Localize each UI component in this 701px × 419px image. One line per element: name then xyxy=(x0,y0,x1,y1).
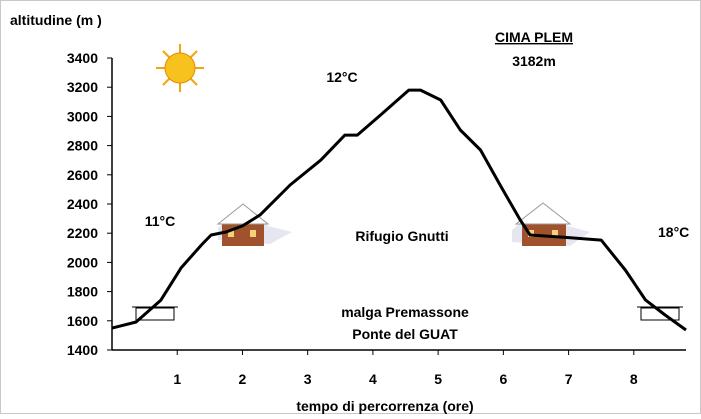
y-tick-label: 2800 xyxy=(67,138,98,154)
annotation: Rifugio Gnutti xyxy=(355,228,448,244)
page: {"chart_data": {"type": "line", "title":… xyxy=(0,0,701,414)
annotation: Ponte del GUAT xyxy=(352,326,458,342)
x-tick-label: 7 xyxy=(565,371,573,387)
y-tick-label: 1400 xyxy=(67,342,98,358)
y-tick-label: 2400 xyxy=(67,196,98,212)
x-tick-label: 6 xyxy=(499,371,507,387)
x-tick-label: 3 xyxy=(304,371,312,387)
annotation: 18°C xyxy=(658,224,689,240)
chart: altitudine (m ) CIMA PLEM 3182m tempo di… xyxy=(0,0,701,414)
x-tick-label: 2 xyxy=(239,371,247,387)
chart-title: CIMA PLEM xyxy=(495,29,573,45)
y-tick-label: 1600 xyxy=(67,313,98,329)
y-tick-label: 3400 xyxy=(67,50,98,66)
frame xyxy=(1,1,701,414)
x-tick-label: 4 xyxy=(369,371,377,387)
y-tick-label: 2200 xyxy=(67,225,98,241)
y-tick-label: 2000 xyxy=(67,254,98,270)
x-tick-label: 1 xyxy=(173,371,181,387)
y-tick-label: 1800 xyxy=(67,284,98,300)
x-tick-label: 8 xyxy=(630,371,638,387)
x-axis-label: tempo di percorrenza (ore) xyxy=(296,398,473,414)
y-tick-label: 3000 xyxy=(67,108,98,124)
annotation: 11°C xyxy=(145,213,176,229)
annotation: 12°C xyxy=(326,69,357,85)
x-tick-label: 5 xyxy=(434,371,442,387)
chart-subtitle: 3182m xyxy=(512,53,556,69)
annotation: malga Premassone xyxy=(341,304,469,320)
y-tick-label: 2600 xyxy=(67,167,98,183)
sun-icon xyxy=(156,44,204,92)
y-tick-label: 3200 xyxy=(67,79,98,95)
y-axis-label: altitudine (m ) xyxy=(10,12,102,28)
